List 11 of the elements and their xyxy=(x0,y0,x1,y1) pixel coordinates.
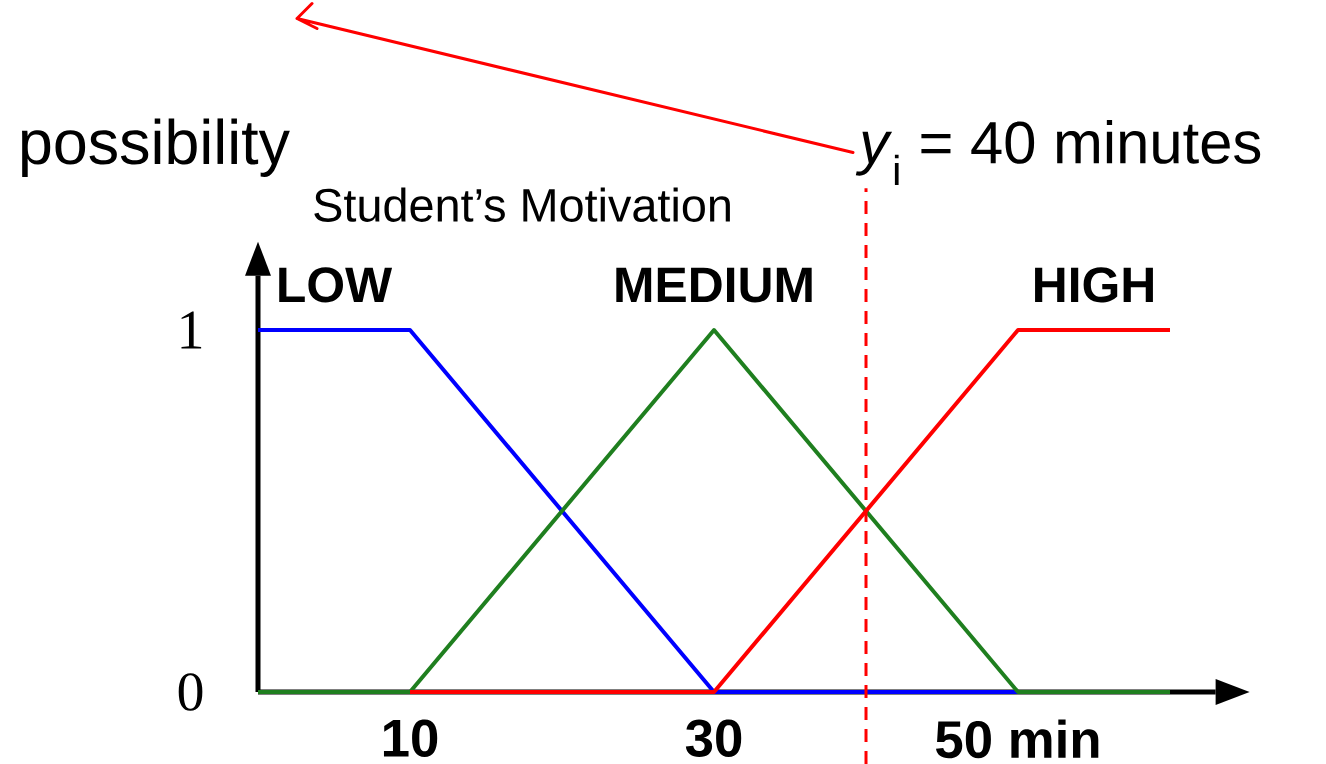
y-axis-title: possibility xyxy=(22,118,290,177)
y-tick-label: 0 xyxy=(178,673,203,711)
series-label: MEDIUM xyxy=(616,267,812,303)
series-label: HIGH xyxy=(1035,267,1153,303)
x-tick-label: 50 min xyxy=(935,719,1099,759)
y-tick-label: 1 xyxy=(181,311,202,349)
chart-title: Student’s Motivation xyxy=(314,187,730,222)
x-tick-label: 10 xyxy=(383,719,438,757)
x-tick-label: 30 xyxy=(685,719,742,757)
series-label: LOW xyxy=(279,267,393,303)
ref-line-label: y$_{i}$ = 40 minutes xyxy=(855,119,1261,186)
